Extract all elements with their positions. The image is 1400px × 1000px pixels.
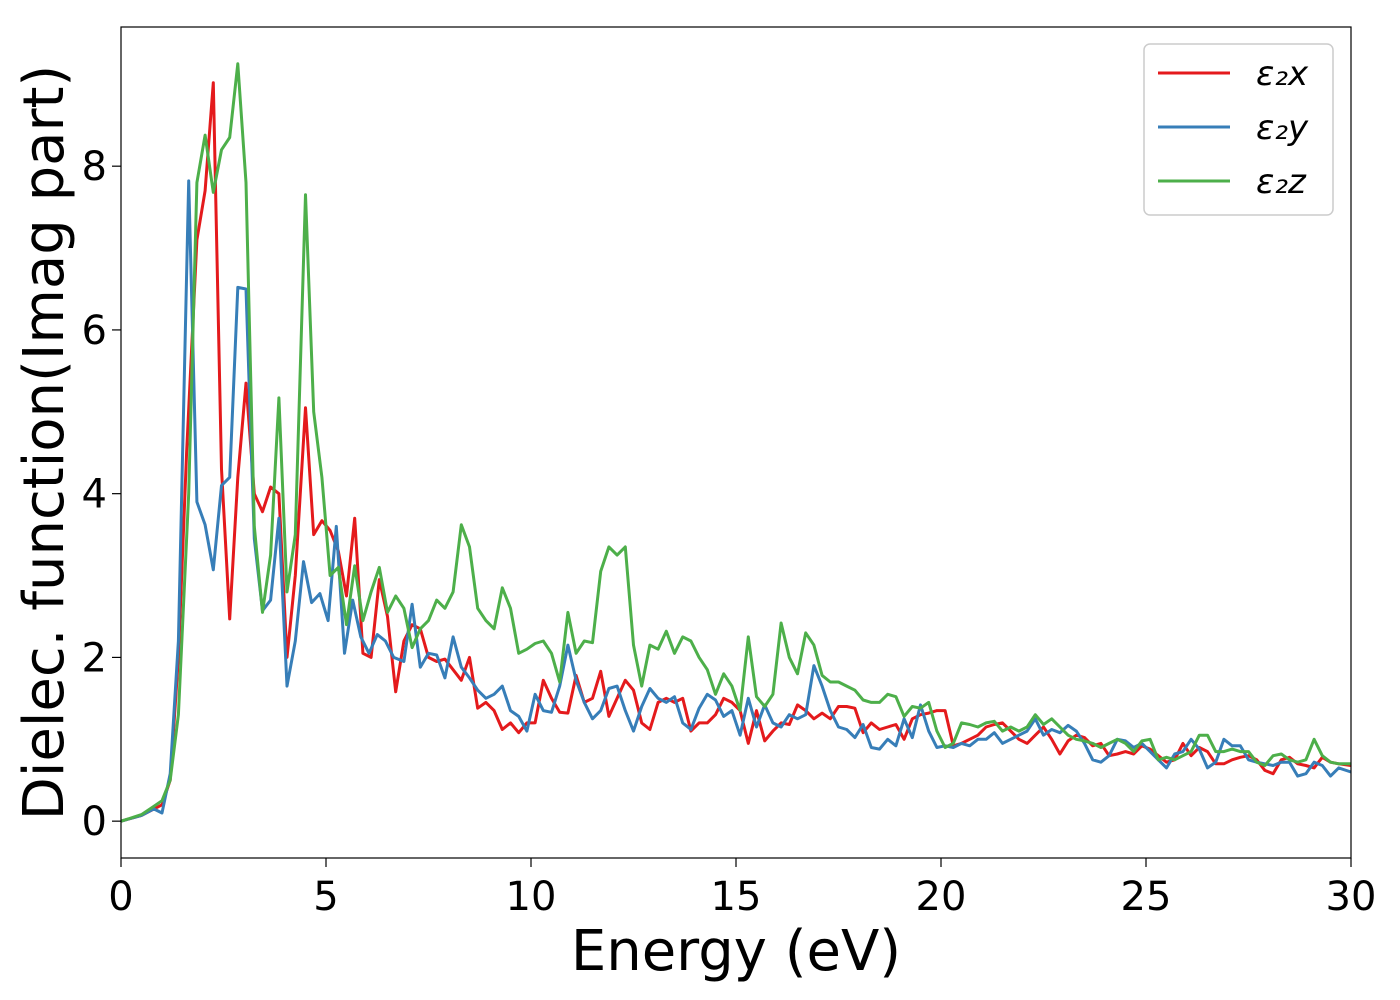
y-tick-label: 8 <box>82 144 107 190</box>
series-line-2 <box>120 62 1351 823</box>
series-line-1 <box>120 179 1352 823</box>
legend: ε₂x ε₂y ε₂z <box>1143 43 1334 216</box>
x-axis: 0 5 10 15 20 25 30 <box>108 858 1376 920</box>
legend-label-1: ε₂y <box>1256 108 1309 148</box>
x-axis-title: Energy (eV) <box>571 919 901 984</box>
y-tick-label: 0 <box>82 799 107 845</box>
x-tick-label: 10 <box>506 874 557 920</box>
x-tick-label: 15 <box>711 874 762 920</box>
y-axis: 0 2 4 6 8 <box>82 144 121 845</box>
x-tick-label: 30 <box>1326 874 1377 920</box>
x-tick-label: 25 <box>1121 874 1172 920</box>
y-tick-label: 2 <box>82 635 107 681</box>
y-tick-label: 4 <box>82 472 107 518</box>
legend-box <box>1143 43 1334 216</box>
y-axis-title: Dielec. function(Imag part) <box>12 65 77 821</box>
y-tick-label: 6 <box>82 308 107 354</box>
x-tick-label: 0 <box>108 874 133 920</box>
legend-label-2: ε₂z <box>1256 162 1307 202</box>
legend-label-0: ε₂x <box>1256 54 1309 94</box>
series-layer <box>120 62 1352 823</box>
x-tick-label: 20 <box>916 874 967 920</box>
x-tick-label: 5 <box>313 874 338 920</box>
